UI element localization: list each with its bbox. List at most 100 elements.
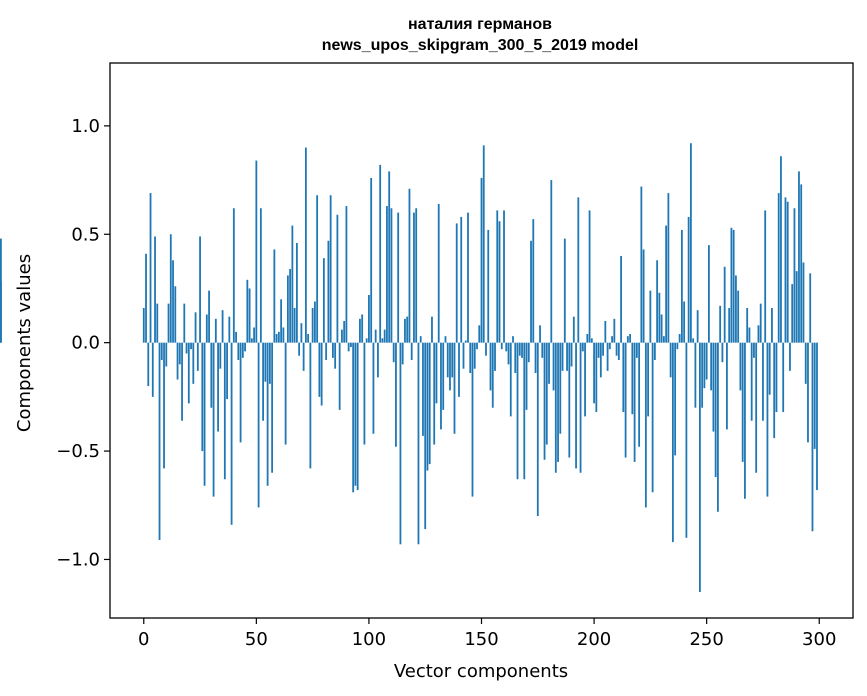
bar-274 (759, 303, 762, 343)
bar-283 (780, 156, 782, 343)
bar-110 (390, 208, 393, 343)
bar-210 (615, 342, 618, 356)
bar-268 (746, 307, 749, 343)
bar-68 (295, 242, 298, 343)
bar-43 (239, 342, 242, 443)
bar-203 (599, 342, 602, 378)
bar-291 (798, 171, 800, 343)
bar-196 (584, 342, 586, 417)
bar-62 (282, 327, 285, 343)
bar-239 (680, 229, 683, 343)
bar-73 (307, 334, 310, 343)
bar-223 (644, 342, 647, 508)
bar-153 (487, 229, 490, 343)
bar-66 (291, 225, 294, 343)
bar-15 (176, 342, 179, 380)
bar-20 (187, 342, 190, 404)
bar-67 (293, 307, 296, 343)
bar-277 (766, 342, 769, 497)
bar-149 (478, 325, 481, 343)
bar-259 (726, 342, 728, 430)
bar-278 (768, 342, 771, 395)
bar-172 (530, 240, 532, 343)
bar-230 (660, 314, 663, 343)
bar-24 (196, 342, 199, 371)
bar-167 (518, 342, 521, 356)
bar-133 (442, 342, 445, 410)
bar-9 (163, 342, 165, 469)
bar-102 (372, 342, 375, 434)
bar-222 (642, 249, 645, 343)
bar-55 (266, 342, 269, 486)
x-tick-label: 250 (689, 629, 723, 650)
bar-46 (246, 279, 249, 343)
bar-104 (377, 342, 379, 378)
bar-173 (532, 219, 535, 343)
bar-117 (406, 316, 409, 343)
bar-169 (523, 342, 526, 480)
bar-3 (149, 193, 152, 343)
bar-209 (613, 318, 616, 343)
bar-148 (476, 342, 478, 350)
bar-81 (325, 342, 328, 361)
bar-33 (217, 342, 219, 432)
bar-38 (228, 316, 231, 343)
bar-280 (773, 342, 776, 439)
bar-212 (620, 255, 622, 343)
bar-93 (352, 342, 355, 493)
bar-152 (485, 342, 487, 356)
bar-116 (404, 318, 406, 343)
bar-282 (777, 193, 780, 343)
bar-231 (662, 336, 665, 343)
bar-39 (230, 342, 233, 525)
bar-205 (604, 320, 607, 343)
bar-257 (721, 342, 724, 363)
bar-227 (653, 342, 656, 361)
bar-258 (723, 266, 726, 343)
bar-36 (223, 342, 226, 480)
bar-90 (345, 206, 348, 343)
bar-60 (277, 331, 280, 343)
bar-0 (142, 307, 145, 343)
bar-16 (178, 342, 181, 365)
bar-211 (617, 342, 620, 361)
bar-219 (635, 342, 638, 358)
bar-292 (800, 184, 803, 343)
bar-295 (807, 342, 809, 443)
bar-260 (728, 307, 731, 343)
bar-19 (185, 342, 188, 354)
bar-156 (494, 342, 496, 371)
bar-50 (255, 160, 258, 343)
bar-5 (154, 236, 156, 343)
bar-53 (262, 342, 264, 421)
bar-88 (341, 329, 343, 343)
bar-186 (561, 342, 564, 371)
bar-97 (361, 314, 364, 343)
bar-228 (656, 260, 659, 343)
bar-127 (428, 342, 431, 465)
bar-121 (415, 208, 418, 343)
bar-185 (559, 342, 562, 434)
bar-37 (226, 342, 228, 400)
bar-207 (608, 342, 611, 350)
bar-84 (332, 342, 334, 358)
bar-183 (554, 342, 557, 473)
bar-77 (316, 195, 319, 343)
x-tick-label: 100 (352, 629, 386, 650)
bar-63 (284, 342, 287, 445)
bar-14 (174, 286, 177, 343)
bar-241 (685, 342, 688, 538)
bar-204 (602, 342, 604, 356)
bar-108 (386, 206, 388, 343)
bar-206 (606, 342, 609, 371)
bar-269 (748, 327, 751, 343)
bar-276 (764, 210, 767, 343)
bar-234 (669, 342, 672, 378)
bar-13 (172, 260, 174, 343)
x-tick-label: 50 (245, 629, 268, 650)
x-tick-label: 200 (577, 629, 611, 650)
bar-270 (750, 342, 753, 421)
bar-249 (703, 342, 706, 389)
x-axis-label: Vector components (394, 661, 568, 682)
bar-226 (651, 342, 654, 493)
